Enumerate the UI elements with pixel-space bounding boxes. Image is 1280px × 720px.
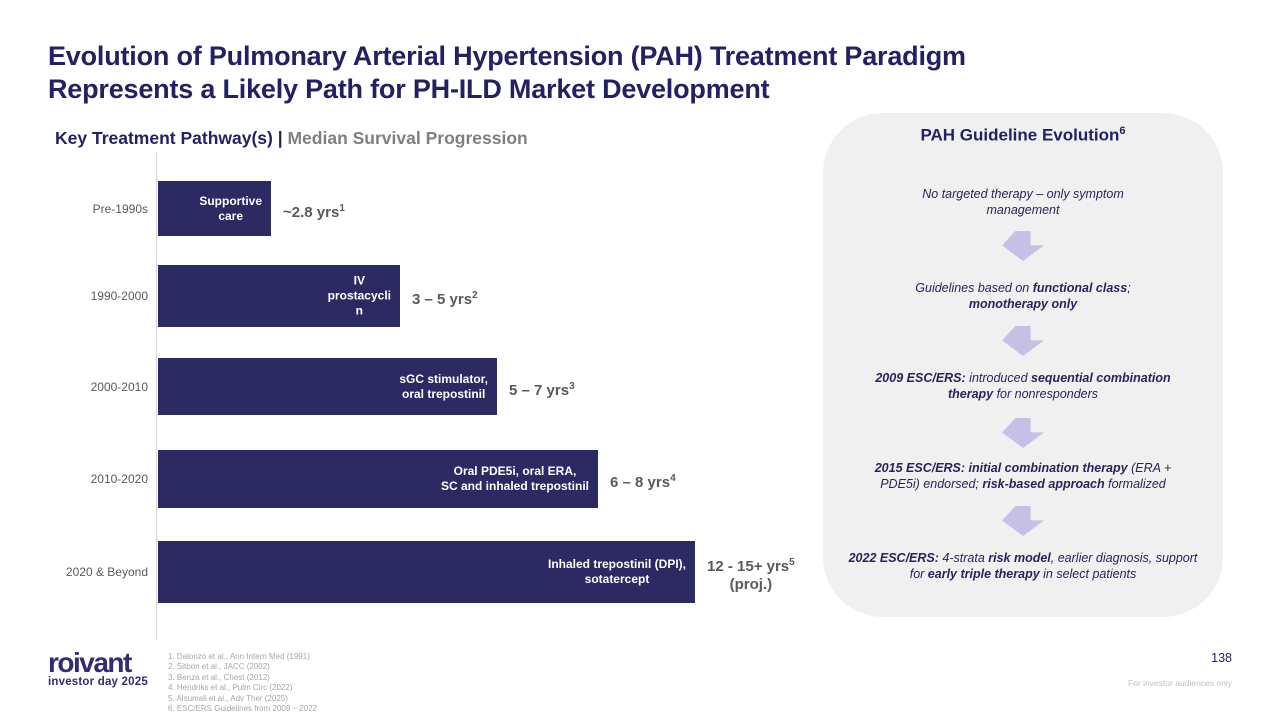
footnotes: 1. Dalonzo et al., Ann Intern Med (1991)… — [168, 652, 317, 714]
footnote-line: 4. Hendriks et al., Pulm Circ (2022) — [168, 683, 293, 693]
roivant-logo-subtitle: investor day 2025 — [48, 676, 148, 688]
guideline-item: 2009 ESC/ERS: introduced sequential comb… — [875, 371, 1171, 401]
bar-label: Oral PDE5i, oral ERA, SC and inhaled trep… — [440, 464, 589, 493]
down-arrow-icon — [1002, 418, 1044, 448]
roivant-logo: roivant investor day 2025 — [48, 647, 148, 689]
survival-value-label: 6 – 8 yrs4 — [610, 473, 676, 491]
slide-title-line1: Evolution of Pulmonary Arterial Hyperten… — [48, 41, 966, 71]
footnote-line: 5. Alsumali et al., Adv Ther (2025) — [168, 693, 288, 703]
pah-guideline-panel: PAH Guideline Evolution6 No targeted the… — [823, 113, 1223, 617]
era-label: 1990-2000 — [90, 289, 148, 303]
down-arrow-icon — [1002, 326, 1044, 356]
audience-disclaimer: For investor audiences only — [1128, 678, 1232, 688]
era-label: 2020 & Beyond — [65, 565, 148, 579]
survival-bar: Inhaled trepostinil (DPI), sotatercept — [158, 541, 695, 603]
survival-value-label: 3 – 5 yrs2 — [412, 290, 478, 308]
panel-title-superscript: 6 — [1119, 125, 1126, 137]
guideline-item: 2015 ESC/ERS: initial combination therap… — [874, 461, 1172, 491]
survival-bar: Oral PDE5i, oral ERA, SC and inhaled trep… — [158, 450, 598, 508]
page-number: 138 — [1211, 651, 1232, 665]
footnote-line: 1. Dalonzo et al., Ann Intern Med (1991) — [168, 652, 310, 661]
down-arrow-icon — [1002, 506, 1044, 536]
bar-label: Supportive care — [199, 193, 262, 223]
panel-title: PAH Guideline Evolution6 — [823, 125, 1223, 146]
chart-axis-line — [156, 152, 157, 640]
slide-title: Evolution of Pulmonary Arterial Hyperten… — [48, 40, 1198, 106]
footnote-line: 3. Benza et al., Chest (2012) — [168, 672, 270, 682]
chart-section-header: Key Treatment Pathway(s) | Median Surviv… — [55, 128, 528, 149]
survival-value-label: 12 - 15+ yrs5 (proj.) — [707, 557, 795, 593]
chart-header-primary: Key Treatment Pathway(s) | — [55, 128, 288, 148]
footnote-line: 2. Sitbon et al., JACC (2002) — [168, 662, 270, 672]
bar-label: IV prostacycli n — [327, 273, 391, 318]
survival-bar: sGC stimulator, oral trepostinil — [158, 358, 497, 415]
chart-header-secondary: Median Survival Progression — [287, 128, 528, 148]
guideline-item: No targeted therapy – only symptom manag… — [922, 187, 1124, 217]
survival-bar: Supportive care — [158, 181, 271, 236]
bar-label: Inhaled trepostinil (DPI), sotatercept — [547, 557, 686, 586]
down-arrow-icon — [1002, 231, 1044, 261]
guideline-item: 2022 ESC/ERS: 4-strata risk model, earli… — [848, 551, 1198, 581]
footnote-line: 6. ESC/ERS Guidelines from 2009 – 2022 — [168, 704, 317, 714]
roivant-logo-wordmark: roivant — [48, 647, 132, 678]
guideline-item: Guidelines based on functional class; mo… — [915, 281, 1131, 311]
survival-value-label: ~2.8 yrs1 — [283, 202, 345, 221]
slide-title-line2: Represents a Likely Path for PH-ILD Mark… — [48, 74, 770, 104]
era-label: 2000-2010 — [90, 379, 148, 394]
panel-title-text: PAH Guideline Evolution — [920, 125, 1120, 145]
era-label: 2010-2020 — [90, 472, 148, 486]
era-label: Pre-1990s — [92, 201, 148, 216]
survival-bar: IV prostacycli n — [158, 265, 400, 327]
bar-label: sGC stimulator, oral trepostinil — [399, 371, 488, 401]
survival-value-label: 5 – 7 yrs3 — [509, 380, 575, 399]
